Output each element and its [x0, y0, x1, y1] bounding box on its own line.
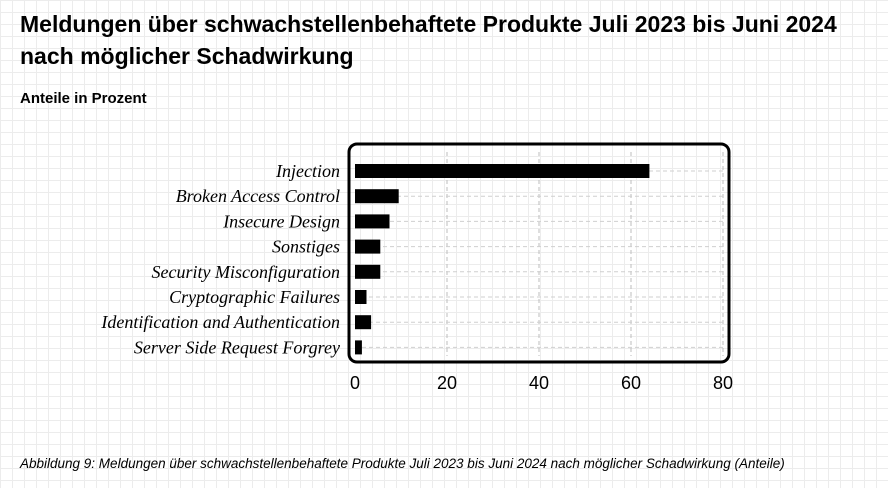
figure-caption: Abbildung 9: Meldungen über schwachstell… — [20, 456, 785, 471]
chart-subtitle: Anteile in Prozent — [20, 90, 147, 107]
category-label: Sonstiges — [272, 237, 340, 257]
bar — [355, 239, 381, 254]
bar — [355, 340, 362, 355]
chart-title: Meldungen über schwachstellenbehaftete P… — [20, 11, 837, 69]
x-tick-label: 20 — [437, 373, 457, 393]
category-label: Injection — [275, 161, 340, 181]
x-tick-label: 80 — [713, 373, 733, 393]
plot-frame — [347, 142, 731, 364]
x-tick-label: 40 — [529, 373, 549, 393]
category-label: Cryptographic Failures — [169, 287, 340, 307]
category-label: Security Misconfiguration — [152, 262, 340, 282]
bar — [355, 189, 399, 204]
category-label: Identification and Authentication — [100, 312, 340, 332]
bar-chart: Injection Broken Access Control Insecure D… — [100, 142, 733, 393]
bar — [355, 164, 650, 178]
x-tick-label: 60 — [621, 373, 641, 393]
bar — [355, 264, 381, 279]
bar — [355, 214, 390, 229]
bar — [355, 290, 367, 304]
category-label: Server Side Request Forgrey — [134, 337, 340, 357]
x-tick-label: 0 — [350, 373, 360, 393]
category-label: Insecure Design — [222, 211, 340, 231]
category-label: Broken Access Control — [176, 186, 340, 206]
bar — [355, 315, 372, 330]
